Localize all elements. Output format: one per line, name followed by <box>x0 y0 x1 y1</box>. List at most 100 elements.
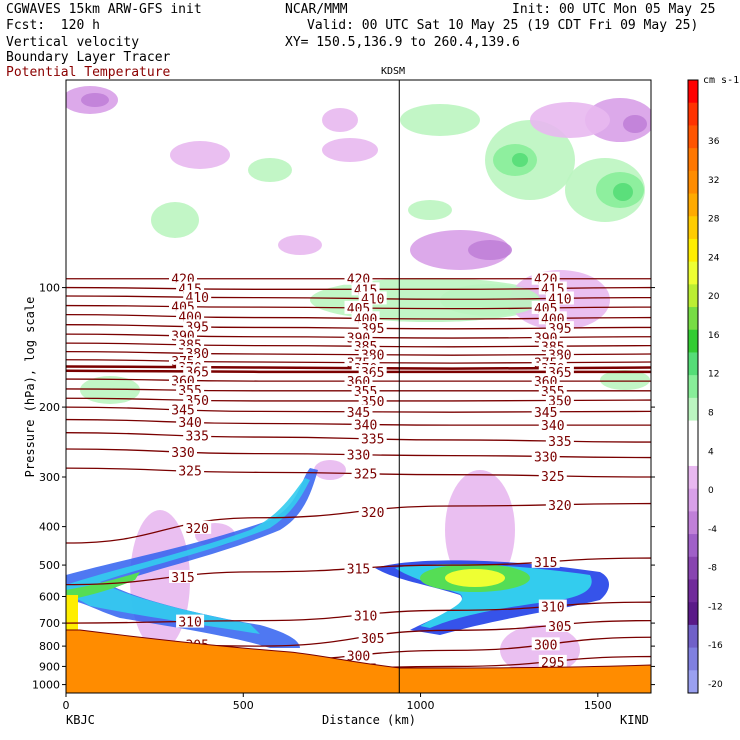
colorbar-label-5: 16 <box>708 331 720 341</box>
colorbar-swatch-15 <box>688 420 698 444</box>
theta-label-335-0: 335 <box>185 429 208 444</box>
x-tick-label-1500: 1500 <box>584 699 612 712</box>
tracer-right-max <box>445 569 505 587</box>
colorbar-swatch-10 <box>688 307 698 331</box>
colorbar-swatch-4 <box>688 170 698 195</box>
colorbar-label-11: -8 <box>708 564 717 574</box>
theta-label-320-1: 320 <box>361 506 384 521</box>
colorbar-swatch-6 <box>688 216 698 240</box>
vv-blob-13 <box>512 153 528 167</box>
theta-label-335-1: 335 <box>361 433 384 448</box>
plot-area: 4204204204154154154104104104054054054004… <box>66 86 651 693</box>
theta-label-340-0: 340 <box>178 416 201 431</box>
left-endpoint-label: KBJC <box>66 713 95 727</box>
theta-label-320-2: 320 <box>548 499 571 514</box>
colorbar-swatch-16 <box>688 443 698 467</box>
theta-label-305-2: 305 <box>548 620 571 635</box>
theta-label-315-1: 315 <box>347 562 370 577</box>
field-label-theta: Potential Temperature <box>6 65 171 80</box>
init-time: Init: 00 UTC Mon 05 May 25 <box>512 2 716 17</box>
y-tick-label-800: 800 <box>39 640 60 653</box>
colorbar-swatch-20 <box>688 534 698 558</box>
vv-blob-8 <box>408 200 452 220</box>
colorbar-label-7: 8 <box>708 409 714 419</box>
vv-blob-4 <box>248 158 292 182</box>
x-axis-title: Distance (km) <box>322 713 416 727</box>
colorbar-swatch-17 <box>688 465 698 490</box>
xy-range: XY= 150.5,136.9 to 260.4,139.6 <box>285 35 520 50</box>
theta-label-345-0: 345 <box>171 404 194 419</box>
tracer-plume-left-core <box>66 572 140 600</box>
y-tick-label-100: 100 <box>39 282 60 295</box>
colorbar-swatch-22 <box>688 579 698 603</box>
y-tick-label-300: 300 <box>39 471 60 484</box>
theta-label-305-1: 305 <box>361 632 384 647</box>
terrain <box>66 629 651 693</box>
colorbar-label-8: 4 <box>708 447 714 457</box>
vv-blob-26 <box>445 470 515 590</box>
colorbar-swatch-8 <box>688 261 698 285</box>
field-label-vertical-velocity: Vertical velocity <box>6 35 140 50</box>
colorbar-swatch-9 <box>688 284 698 308</box>
vv-blob-16 <box>613 183 633 201</box>
theta-label-310-2: 310 <box>541 601 564 616</box>
colorbar-swatch-1 <box>688 102 698 126</box>
colorbar-label-4: 20 <box>708 292 720 302</box>
colorbar-label-3: 24 <box>708 253 720 263</box>
colorbar-swatch-14 <box>688 397 698 422</box>
colorbar-swatch-23 <box>688 602 698 626</box>
theta-label-315-2: 315 <box>534 556 557 571</box>
theta-label-330-0: 330 <box>171 446 194 461</box>
vv-blob-18 <box>623 115 647 133</box>
colorbar-swatch-11 <box>688 329 698 353</box>
x-tick-label-1000: 1000 <box>407 699 435 712</box>
vv-blob-25 <box>600 370 650 390</box>
vv-blob-29 <box>314 460 346 480</box>
theta-label-320-0: 320 <box>185 522 208 537</box>
colorbar-label-14: -20 <box>708 680 723 690</box>
vv-blob-5 <box>278 235 322 255</box>
theta-label-335-2: 335 <box>548 435 571 450</box>
theta-label-340-1: 340 <box>354 418 377 433</box>
theta-label-330-2: 330 <box>534 451 557 466</box>
x-tick-label-0: 0 <box>63 699 70 712</box>
y-tick-label-500: 500 <box>39 559 60 572</box>
theta-label-310-1: 310 <box>354 609 377 624</box>
vv-blob-10 <box>468 240 512 260</box>
y-tick-label-900: 900 <box>39 660 60 673</box>
colorbar-swatch-13 <box>688 375 698 399</box>
colorbar-units: cm s-1 <box>703 75 740 86</box>
colorbar-frame <box>687 79 699 694</box>
tracer-left-max <box>66 595 78 630</box>
y-tick-label-600: 600 <box>39 591 60 604</box>
colorbar-swatch-26 <box>688 670 698 694</box>
colorbar-swatch-19 <box>688 511 698 535</box>
colorbar-swatch-5 <box>688 193 698 217</box>
colorbar-label-12: -12 <box>708 602 723 612</box>
colorbar-swatch-21 <box>688 556 698 580</box>
field-label-tracer: Boundary Layer Tracer <box>6 50 171 65</box>
theta-label-345-1: 345 <box>347 406 370 421</box>
colorbar-label-1: 32 <box>708 176 719 186</box>
theta-label-300-1: 300 <box>347 649 370 664</box>
theta-label-325-2: 325 <box>541 470 564 485</box>
theta-label-325-0: 325 <box>178 465 201 480</box>
colorbar-swatch-2 <box>688 125 698 149</box>
theta-label-330-1: 330 <box>347 449 370 464</box>
theta-label-310-0: 310 <box>178 616 201 631</box>
colorbar-swatch-0 <box>688 80 698 104</box>
vv-blob-1 <box>81 93 109 107</box>
colorbar-swatch-12 <box>688 352 698 376</box>
colorbar-label-13: -16 <box>708 641 723 651</box>
plot-frame <box>65 79 652 694</box>
vv-blob-19 <box>530 102 610 138</box>
x-tick-label-500: 500 <box>233 699 254 712</box>
theta-label-315-0: 315 <box>171 571 194 586</box>
theta-label-300-2: 300 <box>534 638 557 653</box>
vv-blob-24 <box>80 376 140 404</box>
forecast-hour: Fcst: 120 h <box>6 18 100 33</box>
vv-blob-22 <box>322 108 358 132</box>
vv-blob-6 <box>322 138 378 162</box>
y-tick-label-200: 200 <box>39 401 60 414</box>
